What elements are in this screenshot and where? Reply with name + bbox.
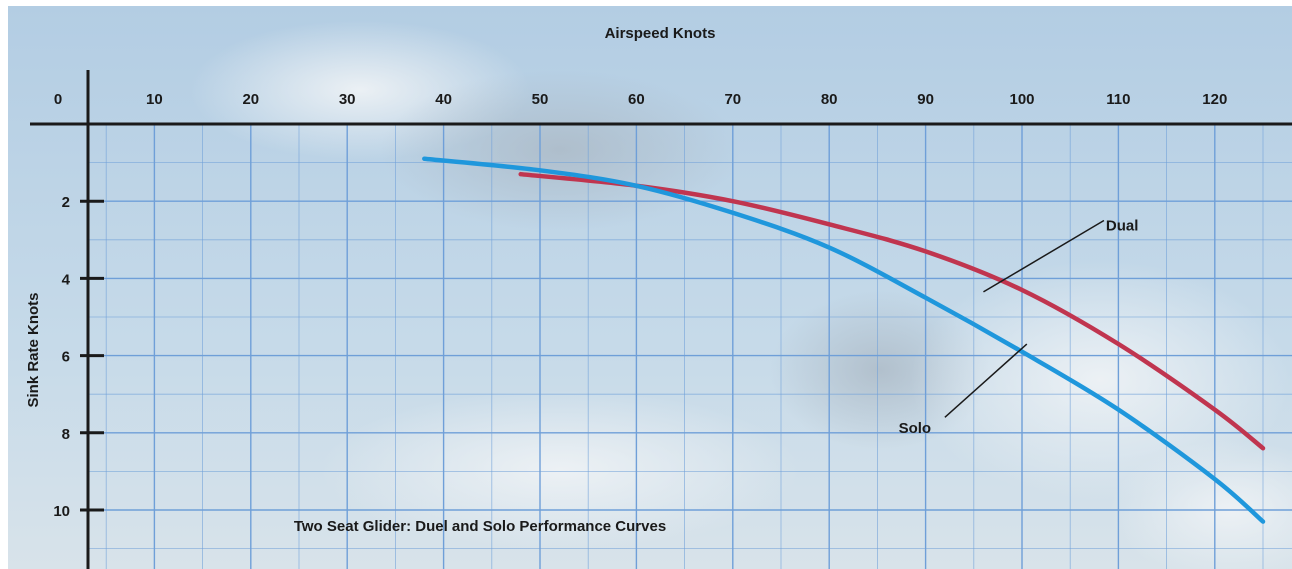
x-tick-label: 20 xyxy=(242,91,259,108)
chart-title: Two Seat Glider: Duel and Solo Performan… xyxy=(294,518,666,535)
x-tick-label: 40 xyxy=(435,91,452,108)
series-layer xyxy=(422,156,1266,524)
y-axis-title: Sink Rate Knots xyxy=(25,292,42,407)
x-tick-label: 90 xyxy=(917,91,934,108)
cloud-shape xyxy=(380,70,740,230)
y-tick-label: 6 xyxy=(62,349,70,366)
x-tick-label: 80 xyxy=(821,91,838,108)
x-tick-label: 60 xyxy=(628,91,645,108)
sky-background xyxy=(8,6,1292,569)
x-axis-title: Airspeed Knots xyxy=(605,25,716,42)
series-line-solo xyxy=(422,156,1266,524)
x-tick-labels: 0 10 20 30 40 50 60 70 80 90 100 110 120 xyxy=(54,91,1227,108)
solo-callout-leader xyxy=(944,343,1028,418)
y-tick-labels: 2 4 6 8 10 xyxy=(53,194,70,520)
y-tick-label: 10 xyxy=(53,503,70,520)
y-tick-label: 2 xyxy=(62,194,70,211)
series-line-dual xyxy=(518,171,1266,451)
dual-callout-label: Dual xyxy=(1106,217,1139,234)
x-tick-label: 70 xyxy=(724,91,741,108)
y-tick-label: 4 xyxy=(62,271,71,288)
x-tick-label: 50 xyxy=(532,91,549,108)
y-tick-label: 8 xyxy=(62,426,70,443)
y-tick-marks xyxy=(80,199,104,512)
x-tick-label: 10 xyxy=(146,91,163,108)
callouts: Dual Solo xyxy=(899,217,1139,437)
cloud-shape xyxy=(910,260,1290,500)
x-tick-label: 120 xyxy=(1202,91,1227,108)
dual-callout-leader xyxy=(983,219,1105,293)
x-tick-label: 30 xyxy=(339,91,356,108)
x-tick-label: 110 xyxy=(1106,91,1130,108)
cloud-shape xyxy=(1110,440,1292,569)
solo-callout-label: Solo xyxy=(899,420,932,437)
x-tick-label: 100 xyxy=(1009,91,1034,108)
x-tick-label: 0 xyxy=(54,91,62,108)
